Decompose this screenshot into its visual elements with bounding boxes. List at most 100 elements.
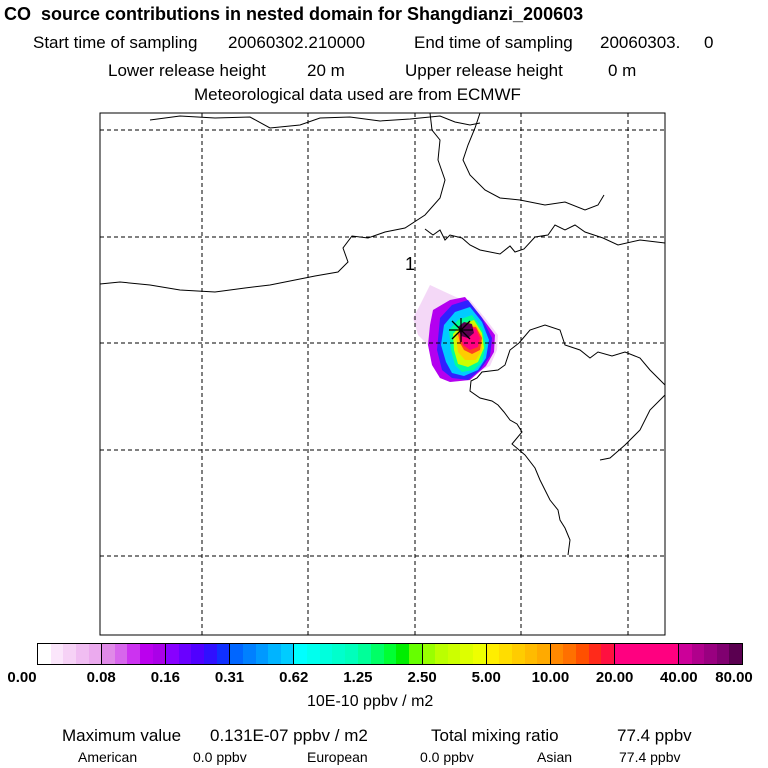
coastlines (99, 112, 666, 556)
colorbar-swatch (576, 644, 589, 664)
colorbar-swatch (716, 644, 730, 664)
colorbar-swatch (371, 644, 384, 664)
american-value: 0.0 ppbv (193, 749, 247, 765)
colorbar-swatch (114, 644, 128, 664)
colorbar-swatch (319, 644, 333, 664)
colorbar-swatch (652, 644, 666, 664)
colorbar-tick-label: 40.00 (660, 669, 698, 686)
european-value: 0.0 ppbv (420, 749, 474, 765)
colorbar-swatch (38, 644, 51, 664)
colorbar-swatch (550, 644, 564, 664)
total-mixing-value: 77.4 ppbv (617, 726, 692, 745)
colorbar-tick-label: 0.00 (7, 669, 37, 686)
colorbar-swatch (280, 644, 294, 664)
colorbar-swatch (50, 644, 64, 664)
colorbar-section (38, 644, 103, 664)
colorbar-tick-label: 20.00 (595, 669, 634, 686)
grid-lines (100, 113, 665, 635)
colorbar-swatch (473, 644, 486, 664)
colorbar-swatch (422, 644, 436, 664)
colorbar-tick-label: 1.25 (343, 669, 373, 686)
colorbar-swatch (191, 644, 205, 664)
end-time-label: End time of sampling (414, 33, 573, 52)
colorbar-swatch (729, 644, 743, 664)
colorbar-swatch (640, 644, 653, 664)
american-label: American (78, 749, 138, 765)
colorbar-swatch (294, 644, 307, 664)
colorbar-swatch (588, 644, 602, 664)
start-time-value: 20060302.210000 (228, 33, 366, 52)
colorbar-swatch (704, 644, 717, 664)
map-frame (99, 112, 666, 636)
release-point-label: 1 (405, 254, 415, 274)
european-label: European (307, 749, 368, 765)
colorbar-swatch (435, 644, 448, 664)
plot-title: CO source contributions in nested domain… (4, 4, 584, 24)
plume-contours (413, 285, 498, 382)
upper-height-label: Upper release height (405, 61, 563, 80)
colorbar-tick-label: 0.08 (86, 669, 116, 686)
colorbar-tick-label: 0.62 (279, 669, 309, 686)
colorbar-swatch (178, 644, 192, 664)
colorbar-swatch (358, 644, 372, 664)
colorbar-swatch (447, 644, 461, 664)
upper-height-value: 0 m (608, 61, 637, 80)
colorbar-swatch (268, 644, 281, 664)
colorbar-tick-label: 10.00 (531, 669, 570, 686)
end-time-value: 20060303. 0 (600, 33, 714, 52)
asian-label: Asian (537, 749, 573, 765)
met-data-text: Meteorological data used are from ECMWF (194, 85, 521, 104)
colorbar-section (102, 644, 167, 664)
colorbar-swatch (242, 644, 256, 664)
colorbar-section (166, 644, 231, 664)
colorbar-swatch (307, 644, 320, 664)
colorbar-section (358, 644, 423, 664)
colorbar-swatch (204, 644, 217, 664)
colorbar-swatch (344, 644, 358, 664)
colorbar-swatch (524, 644, 538, 664)
colorbar-swatch (88, 644, 102, 664)
colorbar-section (486, 644, 551, 664)
colorbar (37, 643, 743, 665)
colorbar-swatch (396, 644, 409, 664)
total-mixing-label: Total mixing ratio (431, 726, 559, 745)
colorbar-tick-label: 0.16 (150, 669, 180, 686)
colorbar-swatch (127, 644, 140, 664)
colorbar-section (678, 644, 743, 664)
colorbar-swatch (152, 644, 166, 664)
colorbar-section (230, 644, 295, 664)
max-value: 0.131E-07 ppbv / m2 (210, 726, 368, 745)
colorbar-swatch (499, 644, 512, 664)
colorbar-swatch (627, 644, 641, 664)
colorbar-section (294, 644, 359, 664)
colorbar-swatch (678, 644, 692, 664)
lower-height-label: Lower release height (108, 61, 266, 80)
colorbar-tick-label: 5.00 (471, 669, 501, 686)
asian-value: 77.4 ppbv (619, 749, 681, 765)
colorbar-swatch (691, 644, 705, 664)
asterisk-icon (449, 318, 473, 342)
colorbar-swatch (665, 644, 678, 664)
start-time-label: Start time of sampling (33, 33, 198, 52)
colorbar-swatch (230, 644, 243, 664)
colorbar-swatch (63, 644, 76, 664)
colorbar-swatch (614, 644, 628, 664)
colorbar-swatch (75, 644, 89, 664)
colorbar-swatch (563, 644, 576, 664)
lower-height-value: 20 m (307, 61, 345, 80)
colorbar-swatch (216, 644, 230, 664)
colorbar-swatch (511, 644, 525, 664)
colorbar-swatch (601, 644, 614, 664)
colorbar-swatch (486, 644, 500, 664)
colorbar-tick-label: 80.00 (715, 669, 753, 686)
colorbar-swatch (139, 644, 153, 664)
colorbar-swatch (408, 644, 422, 664)
colorbar-units: 10E-10 ppbv / m2 (307, 693, 434, 710)
colorbar-tick-label: 0.31 (214, 669, 245, 686)
colorbar-section (614, 644, 679, 664)
max-value-label: Maximum value (62, 726, 182, 745)
colorbar-swatch (332, 644, 345, 664)
colorbar-tick-label: 2.50 (407, 669, 437, 686)
colorbar-swatch (102, 644, 115, 664)
